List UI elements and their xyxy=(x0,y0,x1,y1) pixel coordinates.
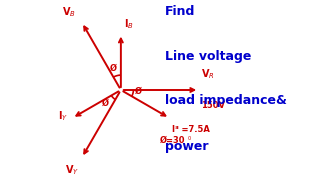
Text: I$_B$: I$_B$ xyxy=(124,17,134,31)
Text: Line voltage: Line voltage xyxy=(165,50,252,63)
Text: power: power xyxy=(165,140,209,153)
Text: Iᴲ =7.5A: Iᴲ =7.5A xyxy=(172,125,210,134)
Text: Find: Find xyxy=(165,5,196,18)
Text: 150V: 150V xyxy=(201,101,225,110)
Text: load impedance&: load impedance& xyxy=(165,94,287,107)
Text: Ø: Ø xyxy=(135,87,142,96)
Text: V$_R$: V$_R$ xyxy=(201,67,214,81)
Text: V$_Y$: V$_Y$ xyxy=(65,163,79,177)
Text: I$_Y$: I$_Y$ xyxy=(58,109,68,123)
Text: Ø=30: Ø=30 xyxy=(160,135,186,144)
Text: V$_B$: V$_B$ xyxy=(62,5,76,19)
Text: $^0$: $^0$ xyxy=(187,135,192,141)
Text: Ø: Ø xyxy=(110,64,117,73)
Text: Ø: Ø xyxy=(102,99,109,108)
